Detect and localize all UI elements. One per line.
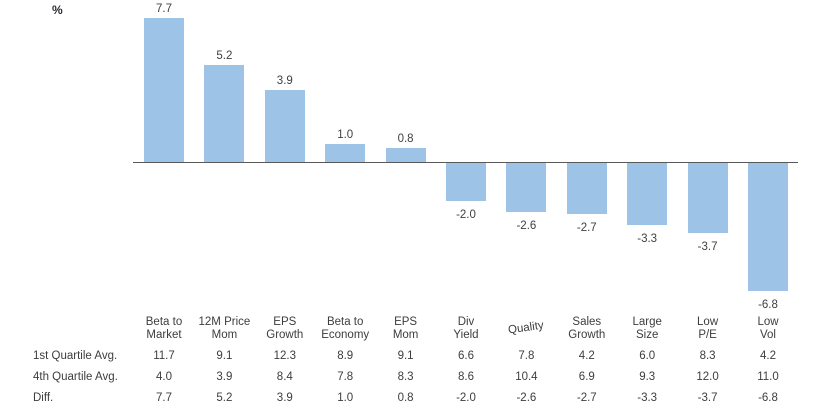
bar bbox=[325, 144, 366, 163]
table-cell: 8.9 bbox=[337, 350, 354, 362]
table-cell: 7.8 bbox=[518, 350, 535, 362]
bar-value-label: -2.6 bbox=[516, 219, 537, 232]
bar bbox=[627, 163, 668, 226]
table-cell: 9.3 bbox=[639, 371, 656, 383]
table-cell: 9.1 bbox=[216, 350, 233, 362]
bar-value-label: 3.9 bbox=[276, 74, 293, 87]
table-cell: 6.6 bbox=[458, 350, 474, 362]
table-cell: 1.0 bbox=[337, 392, 354, 404]
bar bbox=[748, 163, 788, 291]
category-label: Div Yield bbox=[453, 315, 479, 341]
table-cell: 8.3 bbox=[699, 350, 716, 362]
category-label: EPS Mom bbox=[392, 315, 419, 341]
category-label: 12M Price Mom bbox=[198, 315, 251, 341]
bar-value-label: 5.2 bbox=[216, 50, 233, 63]
table-cell: 8.3 bbox=[397, 371, 414, 383]
table-cell: 7.7 bbox=[156, 392, 172, 404]
table-cell: 0.8 bbox=[397, 392, 414, 404]
bar bbox=[506, 163, 547, 212]
bar bbox=[566, 163, 607, 214]
bar-value-label: 0.8 bbox=[397, 132, 414, 145]
bar-value-label: -3.3 bbox=[637, 233, 658, 246]
table-row-label: 1st Quartile Avg. bbox=[33, 350, 118, 362]
table-cell: -2.6 bbox=[516, 392, 537, 404]
table-cell: 4.2 bbox=[578, 350, 595, 362]
table-cell: 12.0 bbox=[696, 371, 719, 383]
table-cell: 7.8 bbox=[337, 371, 354, 383]
table-cell: 3.9 bbox=[276, 392, 293, 404]
bar-value-label: -3.7 bbox=[697, 240, 718, 253]
table-cell: 4.0 bbox=[156, 371, 172, 383]
table-cell: 6.0 bbox=[639, 350, 656, 362]
table-cell: 6.9 bbox=[578, 371, 595, 383]
category-label: Beta to Market bbox=[145, 315, 183, 341]
table-cell: 9.1 bbox=[397, 350, 414, 362]
category-label: Low Vol bbox=[757, 315, 779, 341]
table-cell: 10.4 bbox=[515, 371, 538, 383]
bar-value-label: -2.7 bbox=[576, 221, 597, 234]
category-label: Large Size bbox=[632, 315, 662, 341]
bar bbox=[264, 89, 305, 163]
table-cell: 5.2 bbox=[216, 392, 233, 404]
x-axis-line bbox=[133, 161, 798, 163]
bar bbox=[144, 18, 184, 163]
bar-value-label: 7.7 bbox=[156, 3, 172, 16]
bar bbox=[385, 147, 426, 163]
bar bbox=[446, 163, 486, 201]
category-label: Low P/E bbox=[697, 315, 719, 341]
table-cell: 4.2 bbox=[760, 350, 776, 362]
table-cell: -2.0 bbox=[456, 392, 476, 404]
table-cell: -3.3 bbox=[637, 392, 658, 404]
bar-value-label: 1.0 bbox=[337, 129, 354, 142]
bar-value-label: -2.0 bbox=[456, 208, 476, 221]
table-row-label: Diff. bbox=[33, 392, 54, 404]
table-cell: 12.3 bbox=[273, 350, 296, 362]
table-row-label: 4th Quartile Avg. bbox=[33, 371, 118, 383]
table-cell: 3.9 bbox=[216, 371, 233, 383]
axis-unit-label: % bbox=[52, 3, 63, 17]
table-cell: 8.6 bbox=[458, 371, 474, 383]
bar-value-label: -6.8 bbox=[758, 298, 778, 311]
table-cell: -2.7 bbox=[576, 392, 597, 404]
category-label: EPS Growth bbox=[266, 315, 304, 341]
table-cell: 11.7 bbox=[153, 350, 175, 362]
table-cell: -3.7 bbox=[697, 392, 718, 404]
table-cell: 11.0 bbox=[757, 371, 779, 383]
bar bbox=[687, 163, 728, 233]
bar bbox=[204, 65, 245, 163]
category-label: Sales Growth bbox=[568, 315, 606, 341]
category-label: Beta to Economy bbox=[321, 315, 370, 341]
table-cell: 8.4 bbox=[276, 371, 293, 383]
table-cell: -6.8 bbox=[758, 392, 778, 404]
